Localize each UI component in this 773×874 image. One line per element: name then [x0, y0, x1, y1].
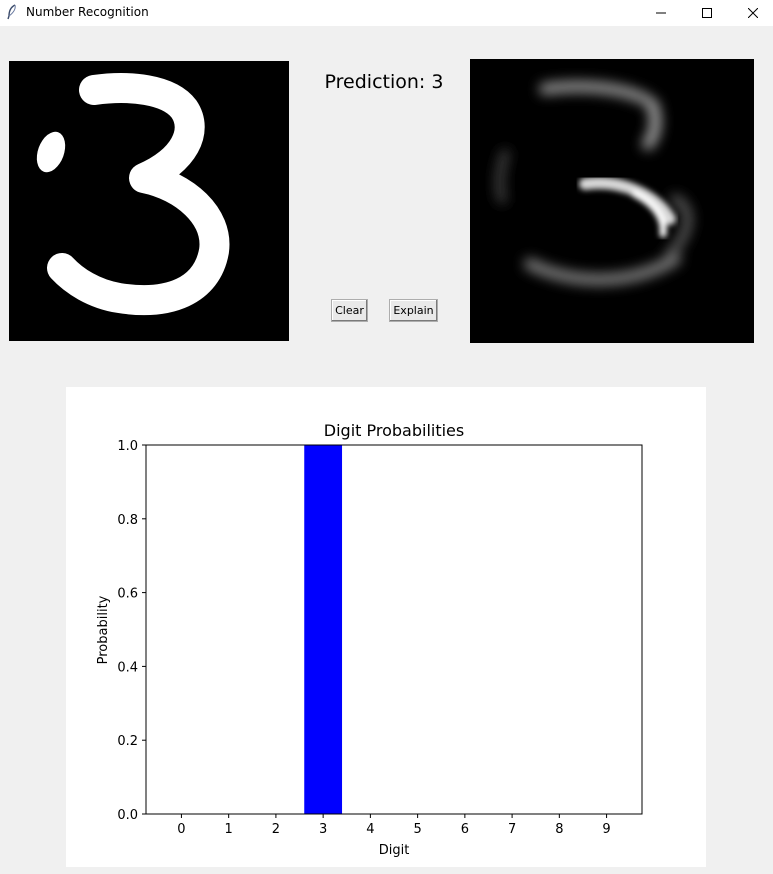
maximize-button[interactable] [684, 0, 730, 26]
x-tick-label: 2 [272, 822, 280, 837]
bar-digit-3 [304, 445, 343, 814]
close-button[interactable] [730, 0, 773, 26]
close-icon [748, 8, 758, 18]
window-title: Number Recognition [26, 5, 149, 19]
clear-button[interactable]: Clear [331, 299, 368, 322]
y-tick-label: 0.0 [117, 808, 138, 823]
title-bar: Number Recognition [0, 0, 773, 26]
maximize-icon [702, 8, 712, 18]
explanation-canvas [470, 59, 754, 343]
x-tick-label: 9 [602, 822, 610, 837]
x-tick-label: 7 [508, 822, 516, 837]
drawing-canvas[interactable] [9, 61, 289, 341]
y-tick-label: 1.0 [117, 439, 138, 454]
feather-icon [7, 4, 16, 20]
chart-svg: Digit Probabilities 0 1 2 3 4 5 6 7 8 9 0.0 0.2 0.4 0… [96, 421, 643, 858]
x-tick-label: 8 [555, 822, 563, 837]
prediction-label: Prediction: 3 [324, 71, 444, 93]
y-tick-label: 0.2 [117, 734, 138, 749]
y-tick-label: 0.4 [117, 660, 138, 675]
minimize-icon [656, 12, 666, 14]
plot-frame [145, 444, 643, 815]
y-tick-label: 0.8 [117, 513, 138, 528]
drawn-digit [36, 73, 230, 316]
y-axis-label: Probability [96, 595, 111, 664]
explain-button[interactable]: Explain [389, 299, 438, 322]
x-tick-label: 4 [366, 822, 374, 837]
x-tick-label: 0 [177, 822, 185, 837]
chart-title: Digit Probabilities [324, 421, 464, 440]
x-tick-label: 5 [413, 822, 421, 837]
minimize-button[interactable] [638, 0, 684, 26]
saliency-map [494, 80, 693, 286]
x-tick-label: 3 [319, 822, 327, 837]
y-tick-label: 0.6 [117, 587, 138, 602]
x-tick-label: 1 [225, 822, 233, 837]
probability-chart: Digit Probabilities 0 1 2 3 4 5 6 7 8 9 0.0 0.2 0.4 0… [66, 387, 706, 867]
x-tick-label: 6 [461, 822, 469, 837]
x-axis-label: Digit [379, 843, 410, 858]
